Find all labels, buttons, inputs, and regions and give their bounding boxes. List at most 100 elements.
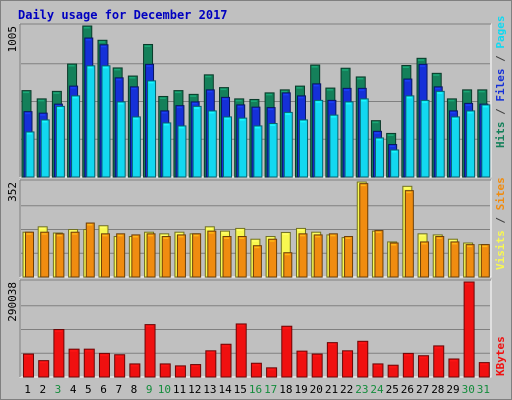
sites-bar [389, 242, 399, 278]
day-label: 20 [310, 383, 323, 396]
kbytes-bar [357, 340, 369, 378]
day-label: 3 [55, 383, 62, 396]
hits-bar-highlight [220, 88, 227, 91]
pages-bar-highlight [148, 81, 154, 84]
pages-bar-highlight [285, 113, 291, 115]
pages-bar-highlight [376, 138, 382, 141]
files-bar-highlight [283, 93, 289, 96]
pages-bar-highlight [406, 96, 412, 99]
kbytes-bar-highlight [313, 355, 321, 357]
kbytes-bar [53, 329, 65, 378]
kbytes-bar [174, 365, 186, 378]
sites-bar [176, 234, 186, 278]
day-label: 12 [188, 383, 201, 396]
visits-bar-highlight [297, 229, 304, 231]
sites-bar-highlight [148, 234, 154, 237]
visits-bar-highlight [267, 237, 274, 240]
day-label: 9 [146, 383, 153, 396]
visits-bar-highlight [251, 240, 258, 242]
hits-bar-highlight [129, 77, 136, 79]
pages-bar [101, 65, 111, 178]
pages-bar [344, 101, 354, 178]
kbytes-bar [83, 348, 95, 378]
pages-bar-highlight [194, 107, 200, 109]
kbytes-bar [342, 350, 354, 378]
sites-bar-highlight [178, 235, 184, 238]
files-bar-highlight [344, 89, 350, 91]
sites-bar [298, 233, 308, 278]
day-label: 19 [294, 383, 307, 396]
pages-bar-highlight [270, 124, 276, 127]
hits-bar-highlight [174, 91, 181, 94]
hits-bar-highlight [38, 99, 45, 102]
top-legend: Hits / Files / Pages [494, 16, 507, 149]
kbytes-bar-highlight [282, 327, 290, 329]
kbytes-bar-highlight [328, 343, 336, 346]
kbytes-bar-highlight [389, 366, 397, 368]
day-label: 30 [462, 383, 475, 396]
pages-bar-highlight [467, 111, 473, 114]
files-bar-highlight [55, 105, 61, 107]
kbytes-bar-highlight [191, 365, 199, 368]
pages-bar-highlight [178, 126, 184, 129]
sites-bar [252, 245, 262, 278]
kbytes-bar-highlight [267, 368, 275, 371]
day-label: 26 [401, 383, 414, 396]
sites-bar [237, 236, 247, 278]
pages-bar [192, 105, 202, 178]
sites-bar-highlight [26, 233, 32, 235]
day-label: 22 [340, 383, 353, 396]
day-label: 28 [431, 383, 444, 396]
kbytes-bar-highlight [404, 354, 412, 356]
visits-bar-highlight [221, 232, 228, 234]
kbytes-bar-highlight [206, 351, 214, 354]
mid-axis-max-label: 352 [6, 182, 19, 202]
files-bar-highlight [237, 105, 243, 108]
kbytes-bar [463, 281, 475, 378]
sites-bar-highlight [239, 237, 245, 240]
pages-bar-highlight [72, 96, 78, 99]
kbytes-bar-highlight [358, 342, 366, 344]
pages-bar [177, 125, 187, 178]
files-bar-highlight [328, 101, 334, 103]
pages-bar [359, 98, 369, 178]
visits-bar-highlight [449, 240, 456, 242]
pages-bar-highlight [346, 102, 352, 105]
kbytes-bar [296, 350, 308, 378]
kbytes-bar-highlight [39, 361, 47, 364]
pages-bar [435, 90, 445, 178]
day-label: 11 [173, 383, 186, 396]
hits-bar-highlight [144, 45, 151, 47]
pages-bar [420, 99, 430, 178]
sites-bar-highlight [193, 234, 199, 237]
pages-bar-highlight [133, 117, 139, 120]
hits-bar-highlight [433, 74, 440, 76]
day-label: 1 [24, 383, 31, 396]
mid-legend-item: Sites [494, 177, 507, 217]
day-label: 29 [446, 383, 459, 396]
pages-bar [71, 95, 81, 178]
sites-bar [328, 233, 338, 278]
kbytes-bar-highlight [434, 346, 442, 349]
pages-bar [390, 149, 400, 178]
hits-bar-highlight [235, 99, 242, 102]
pages-bar-highlight [27, 132, 32, 135]
files-bar-highlight [192, 102, 198, 105]
kbytes-bar-highlight [100, 354, 108, 356]
pages-bar-highlight [452, 117, 458, 120]
files-bar-highlight [146, 65, 152, 67]
hits-bar-highlight [266, 93, 273, 96]
kbytes-bar [190, 364, 202, 378]
sites-bar [435, 236, 445, 278]
mid-legend-item: / [494, 217, 507, 231]
kbytes-bar [129, 363, 141, 378]
hits-bar-highlight [114, 68, 121, 71]
pages-bar-highlight [239, 119, 245, 121]
sites-bar [207, 230, 217, 278]
sites-bar [313, 234, 323, 278]
sites-bar [85, 222, 95, 278]
kbytes-bar [114, 354, 126, 378]
sites-bar [55, 233, 65, 278]
pages-bar [268, 123, 278, 178]
kbytes-bar [387, 364, 399, 378]
